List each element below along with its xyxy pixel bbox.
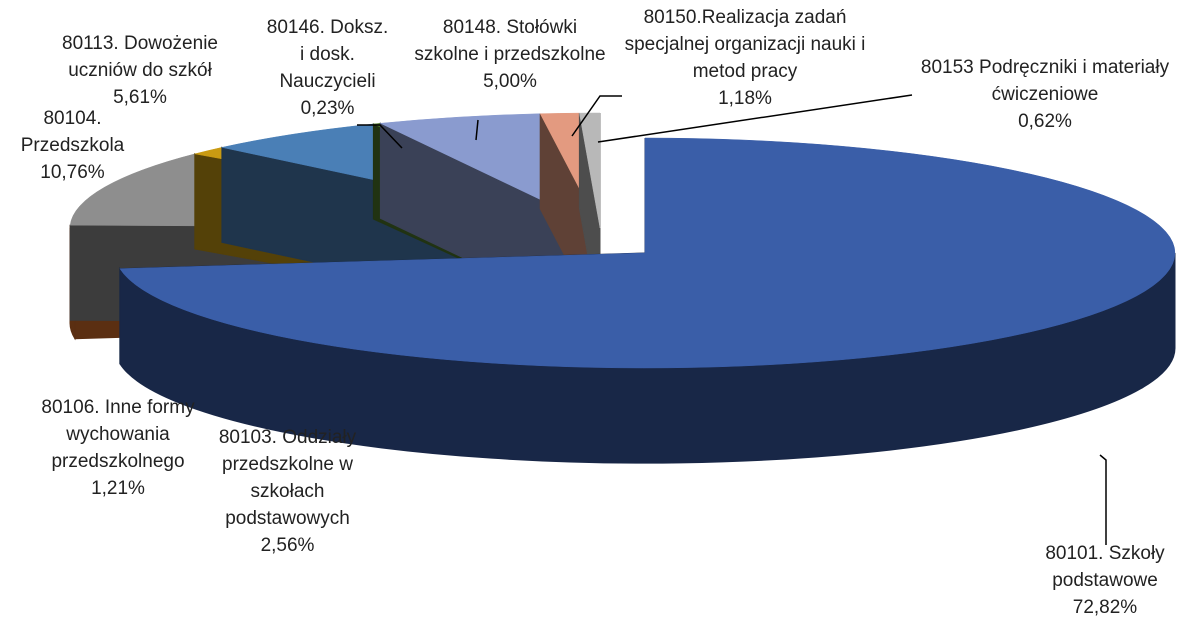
leader-lines xyxy=(357,94,1107,545)
slice xyxy=(579,112,601,229)
slice-label: 80104. Przedszkola 10,76% xyxy=(20,108,125,183)
slice-label: 80101. Szkoły podstawowe 72,82% xyxy=(1045,543,1165,618)
slice-label: 80146. Doksz. i dosk. Nauczycieli 0,23% xyxy=(266,17,389,119)
slice xyxy=(119,137,1176,369)
leader-line xyxy=(475,119,479,141)
leader-line xyxy=(597,94,913,143)
slice-label: 80113. Dowożenie uczniów do szkół 5,61% xyxy=(62,33,218,108)
slice-label: 80106. Inne formy wychowania przedszkoln… xyxy=(41,397,195,499)
leader-line xyxy=(1099,454,1107,545)
slice-label: 80153 Podręczniki i materiały ćwiczeniow… xyxy=(920,57,1170,132)
slice-label: 80103. Oddziały przedszkolne w szkołach … xyxy=(218,427,357,556)
slice-label: 80150.Realizacja zadań specjalnej organi… xyxy=(624,7,866,109)
slice-label: 80148. Stołówki szkolne i przedszkolne 5,… xyxy=(414,17,606,92)
leader-line xyxy=(571,95,622,137)
leader-line xyxy=(357,124,403,149)
